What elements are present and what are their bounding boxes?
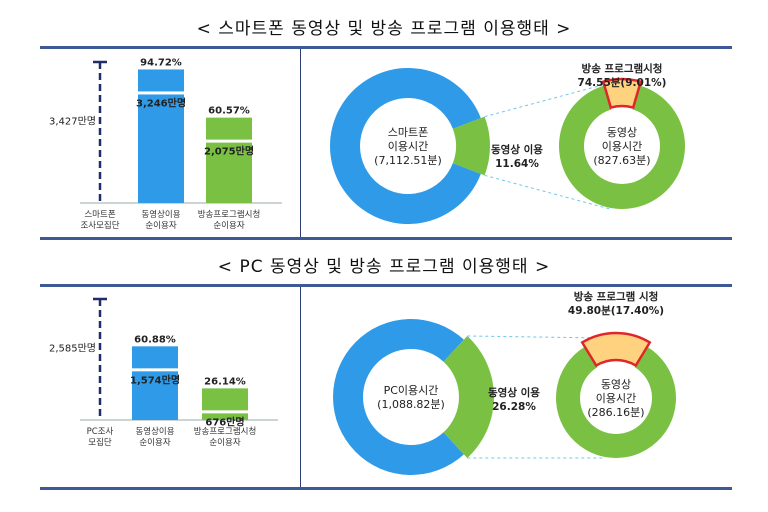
ring-highlight-segment	[580, 331, 652, 368]
category-label: 순이용자	[213, 220, 244, 231]
section-rule-bottom	[40, 237, 732, 240]
ring-segment	[559, 85, 685, 209]
ring-center-label: 이용시간	[388, 140, 428, 153]
top-label: 방송 프로그램시청	[582, 62, 663, 75]
category-label: 동영상이용	[135, 426, 174, 437]
category-label: 조사모집단	[80, 220, 119, 231]
link-label: 11.64%	[495, 158, 539, 170]
ring-highlight-segment	[443, 335, 494, 459]
bar-value-label: 3,246만명	[136, 96, 186, 109]
bar	[206, 142, 252, 203]
bar-value-label: 676만명	[205, 415, 244, 428]
ring-segment	[329, 68, 481, 224]
top-label: 방송 프로그램 시청	[574, 290, 659, 303]
ring-center-label: (827.63분)	[593, 154, 650, 167]
category-label: 방송프로그램시청	[198, 209, 261, 220]
top-label: 74.55분(9.01%)	[578, 76, 667, 89]
link-label: 26.28%	[492, 401, 536, 413]
bar-percent-label: 26.14%	[204, 376, 246, 387]
population-total-label: 2,585만명	[49, 343, 96, 355]
ring-segment	[556, 346, 676, 459]
bar	[202, 413, 248, 420]
ring-center-label: (286.16분)	[587, 406, 644, 419]
category-label: 스마트폰	[84, 210, 115, 220]
category-label: 모집단	[88, 437, 112, 448]
category-label: 순이용자	[145, 220, 176, 231]
ring-center-label: 동영상	[607, 126, 637, 139]
bar-percent-label: 60.88%	[134, 334, 176, 345]
section-divider	[300, 287, 301, 487]
bar-percent-label: 60.57%	[208, 106, 250, 117]
top-label: 49.80분(17.40%)	[568, 304, 664, 317]
link-label: 동영상 이용	[488, 386, 540, 399]
bar-percent-label: 94.72%	[140, 57, 182, 68]
category-label: 방송프로그램시청	[194, 426, 257, 437]
ring-center-label: 동영상	[601, 378, 631, 391]
bar-cap	[132, 346, 178, 369]
link-label: 동영상 이용	[491, 143, 543, 156]
category-label: 순이용자	[209, 437, 240, 448]
bar	[138, 94, 184, 203]
bar-cap	[138, 69, 184, 92]
ring-center-label: PC이용시간	[384, 384, 439, 397]
ring-center-label: (7,112.51분)	[374, 154, 442, 167]
ring-center-label: (1,088.82분)	[377, 398, 445, 411]
section-rule-bottom	[40, 487, 732, 490]
category-label: 순이용자	[139, 437, 170, 448]
bar-value-label: 2,075만명	[204, 145, 254, 158]
ring-center-label: 이용시간	[602, 140, 642, 153]
ring-highlight-segment	[452, 116, 490, 176]
bar	[132, 371, 178, 420]
section-rule-top	[40, 284, 732, 287]
category-label: 동영상이용	[141, 209, 180, 220]
category-label: PC조사	[87, 427, 114, 437]
ring-center-label: 이용시간	[596, 392, 636, 405]
ring-center-label: 스마트폰	[388, 126, 428, 139]
population-total-label: 3,427만명	[49, 116, 96, 128]
connector-line	[484, 174, 611, 210]
bar-cap	[206, 117, 252, 140]
section-divider	[300, 49, 301, 237]
connector-line	[484, 82, 611, 118]
section-title-smartphone: < 스마트폰 동영상 및 방송 프로그램 이용행태 >	[196, 19, 572, 39]
bar-cap	[202, 388, 248, 411]
bar-value-label: 1,574만명	[130, 373, 180, 386]
section-rule-top	[40, 46, 732, 49]
ring-segment	[333, 319, 464, 475]
ring-highlight-segment	[601, 77, 643, 110]
section-title-pc: < PC 동영상 및 방송 프로그램 이용행태 >	[217, 257, 551, 277]
connector-line	[467, 335, 605, 339]
